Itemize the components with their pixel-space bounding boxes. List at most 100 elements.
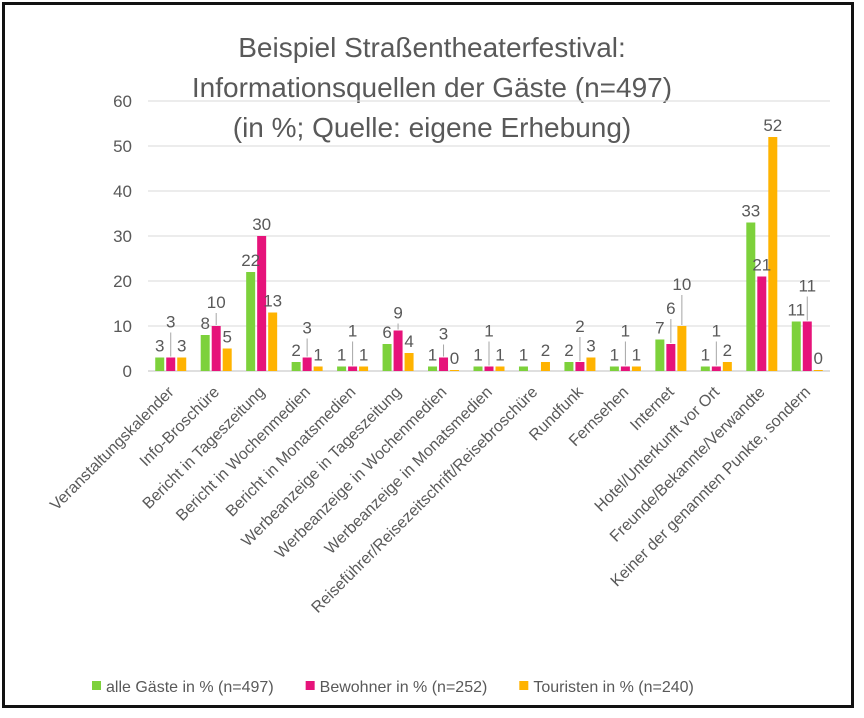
- data-label: 22: [241, 251, 260, 270]
- bar-3: [495, 366, 505, 371]
- bar-3: [768, 137, 778, 371]
- bar-3: [268, 312, 278, 371]
- chart-title-line: Informationsquellen der Gäste (n=497): [192, 72, 672, 103]
- bar-2: [802, 321, 812, 371]
- legend-label: Bewohner in % (n=252): [320, 679, 488, 696]
- y-tick-label: 40: [113, 182, 132, 201]
- bar-3: [813, 370, 823, 371]
- data-label: 3: [586, 337, 595, 356]
- legend-label: alle Gäste in % (n=497): [106, 679, 274, 696]
- bar-2: [166, 357, 176, 371]
- data-label: 30: [252, 215, 271, 234]
- legend-swatch: [92, 681, 101, 690]
- bar-1: [564, 362, 574, 371]
- bar-3: [586, 357, 596, 371]
- data-label: 1: [337, 346, 346, 365]
- bar-1: [473, 366, 483, 371]
- bar-1: [655, 339, 665, 371]
- data-label: 1: [632, 346, 641, 365]
- data-label: 1: [495, 346, 504, 365]
- bar-2: [348, 366, 358, 371]
- chart-title-line: Beispiel Straßentheaterfestival:: [238, 32, 626, 63]
- data-label: 1: [701, 346, 710, 365]
- data-label: 3: [155, 337, 164, 356]
- bar-1: [791, 321, 801, 371]
- y-tick-label: 10: [113, 317, 132, 336]
- data-label: 2: [564, 341, 573, 360]
- chart-frame: [2, 2, 854, 708]
- data-label: 2: [723, 341, 732, 360]
- bar-3: [677, 326, 687, 371]
- data-label: 1: [519, 346, 528, 365]
- data-label: 33: [741, 202, 760, 221]
- category-label: Info-Broschüre: [137, 384, 223, 470]
- data-label: 1: [610, 346, 619, 365]
- bar-2: [302, 357, 312, 371]
- data-label: 13: [263, 292, 282, 311]
- data-label: 5: [222, 328, 231, 347]
- y-tick-label: 0: [123, 362, 132, 381]
- bar-1: [155, 357, 165, 371]
- data-label: 10: [207, 293, 226, 312]
- bar-2: [575, 362, 585, 371]
- data-label: 1: [621, 322, 630, 341]
- y-tick-label: 60: [113, 92, 132, 111]
- data-label: 9: [393, 304, 402, 323]
- bar-1: [746, 222, 756, 371]
- data-label: 1: [428, 346, 437, 365]
- bar-2: [439, 357, 449, 371]
- y-tick-label: 20: [113, 272, 132, 291]
- data-label: 6: [382, 323, 391, 342]
- data-label: 0: [814, 349, 823, 368]
- bar-1: [200, 335, 210, 371]
- bar-1: [518, 366, 528, 371]
- bar-3: [359, 366, 369, 371]
- data-label: 3: [439, 325, 448, 344]
- legend-swatch: [305, 681, 315, 690]
- bar-2: [484, 366, 494, 371]
- bar-2: [211, 326, 221, 371]
- data-label: 52: [763, 116, 782, 135]
- data-label: 1: [348, 322, 357, 341]
- bar-2: [257, 236, 267, 371]
- data-label: 11: [787, 301, 805, 320]
- bar-1: [428, 366, 438, 371]
- bar-2: [757, 276, 767, 371]
- data-label: 3: [177, 337, 186, 356]
- bar-1: [382, 344, 392, 371]
- bar-3: [722, 362, 732, 371]
- bar-3: [404, 353, 414, 371]
- data-label: 1: [313, 346, 322, 365]
- bar-1: [609, 366, 619, 371]
- data-label: 21: [752, 256, 771, 275]
- y-tick-label: 50: [113, 137, 132, 156]
- data-label: 11: [798, 277, 816, 296]
- bar-3: [450, 370, 460, 371]
- chart-title-line: (in %; Quelle: eigene Erhebung): [233, 112, 631, 143]
- bar-3: [177, 357, 187, 371]
- bar-1: [291, 362, 301, 371]
- data-label: 2: [541, 341, 550, 360]
- bar-3: [540, 362, 550, 371]
- bar-3: [313, 366, 323, 371]
- bar-2: [620, 366, 630, 371]
- data-label: 1: [712, 322, 721, 341]
- data-label: 2: [291, 341, 300, 360]
- data-label: 7: [655, 319, 664, 338]
- category-label: Werbeanzeige in Monatsmedien: [322, 384, 496, 558]
- data-label: 6: [666, 299, 675, 318]
- bar-2: [711, 366, 721, 371]
- data-label: 8: [200, 314, 209, 333]
- legend-label: Touristen in % (n=240): [533, 679, 694, 696]
- data-label: 1: [473, 346, 482, 365]
- bar-1: [246, 272, 256, 371]
- bar-3: [222, 348, 232, 371]
- bar-2: [393, 330, 403, 371]
- y-tick-label: 30: [113, 227, 132, 246]
- data-label: 2: [575, 317, 584, 336]
- bar-2: [666, 344, 676, 371]
- data-label: 1: [359, 346, 368, 365]
- bar-3: [631, 366, 641, 371]
- data-label: 3: [302, 319, 311, 338]
